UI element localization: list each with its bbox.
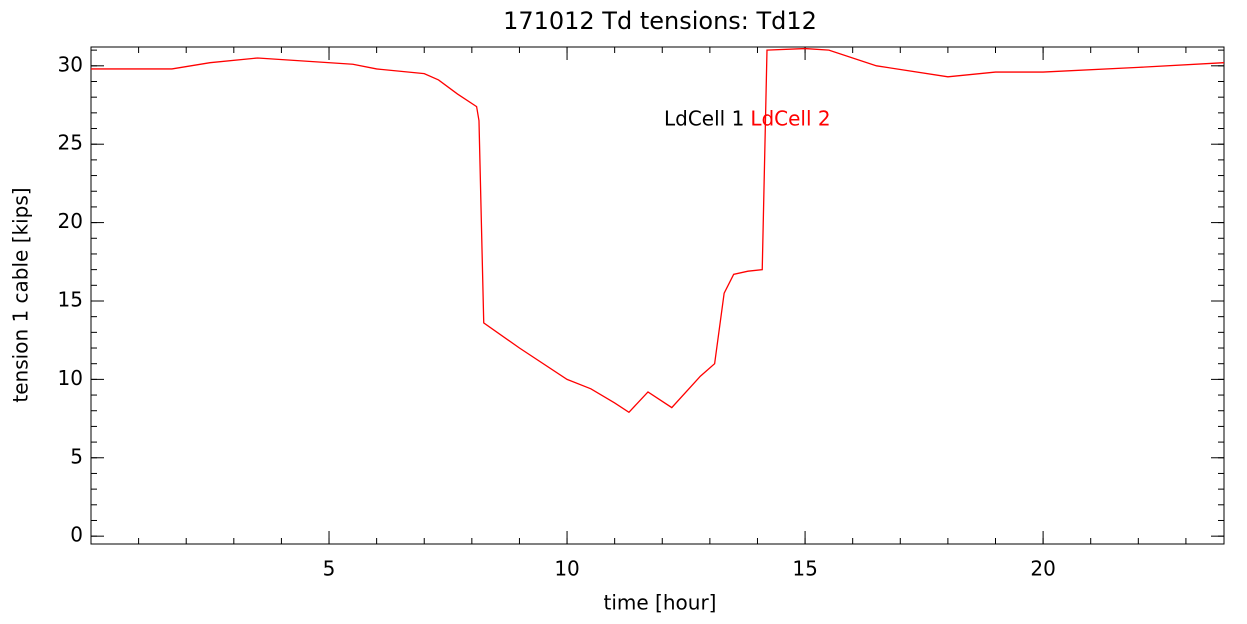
y-tick-label: 30: [58, 52, 83, 76]
y-tick-label: 15: [58, 287, 83, 311]
chart-title: 171012 Td tensions: Td12: [503, 7, 817, 35]
y-tick-label: 5: [70, 444, 83, 468]
data-line: [91, 47, 1225, 414]
y-tick-label: 25: [58, 131, 83, 155]
legend-entry: LdCell 1: [664, 107, 744, 131]
y-tick-label: 0: [70, 523, 83, 547]
x-tick-label: 20: [1030, 557, 1055, 581]
y-tick-label: 10: [58, 366, 83, 390]
legend-entry: LdCell 2: [750, 107, 830, 131]
x-tick-label: 5: [323, 557, 336, 581]
x-axis-label: time [hour]: [604, 591, 717, 615]
x-tick-label: 10: [554, 557, 579, 581]
x-tick-label: 15: [792, 557, 817, 581]
plot-frame: [90, 46, 1225, 545]
y-tick-label: 20: [58, 209, 83, 233]
y-axis-label: tension 1 cable [kips]: [9, 187, 33, 402]
